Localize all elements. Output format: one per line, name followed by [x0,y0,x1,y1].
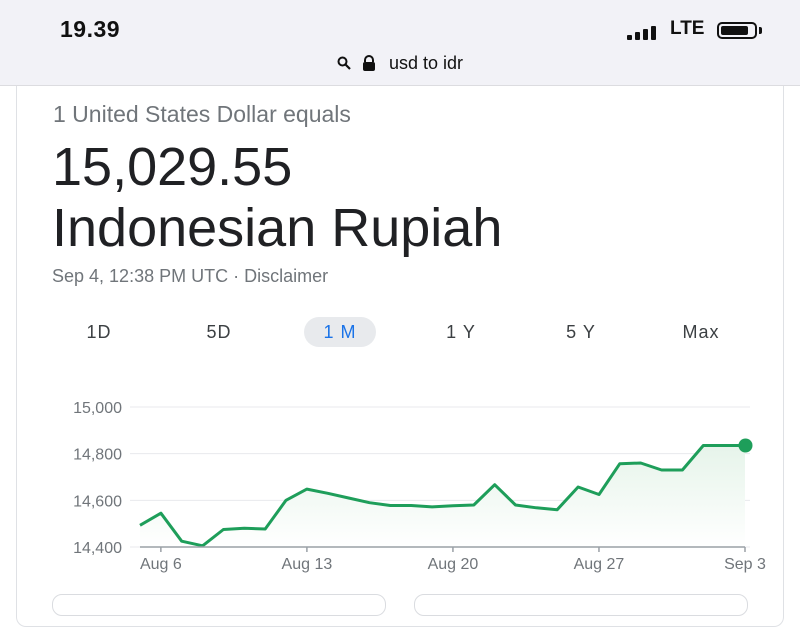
x-tick-label: Aug 13 [282,556,333,573]
y-tick-label: 14,600 [73,493,122,510]
address-query: usd to idr [388,52,464,73]
range-tab-1m[interactable]: 1 M [304,317,376,347]
address-bar[interactable]: usd to idr [0,52,800,78]
y-tick-label: 14,400 [73,540,122,557]
signal-bars-icon [627,24,663,40]
range-tab-max[interactable]: Max [682,322,720,342]
range-tab-5y[interactable]: 5 Y [566,322,596,342]
rate-line [139,444,745,548]
battery-tip [759,27,762,34]
separator-dot: · [233,266,240,286]
rate-timestamp-line: Sep 4, 12:38 PM UTC · Disclaimer [52,266,328,287]
range-tab-1d[interactable]: 1D [86,322,112,342]
rate-timestamp: Sep 4, 12:38 PM UTC [52,266,229,286]
rate-area [140,445,745,547]
search-icon [337,56,351,71]
y-tick-label: 15,000 [73,400,122,417]
x-tick-label: Aug 6 [140,556,182,573]
network-type: LTE [670,18,705,39]
disclaimer-link[interactable]: Disclaimer [244,266,329,286]
lock-icon [362,55,375,72]
range-tab-5d[interactable]: 5D [206,322,232,342]
x-tick-label: Aug 20 [428,556,479,573]
x-tick-label: Aug 27 [574,556,625,573]
status-time: 19.39 [60,16,121,42]
y-axis-labels: 14,400 14,600 14,800 15,000 [73,400,122,557]
range-tab-1y[interactable]: 1 Y [446,322,476,342]
status-bar: 19.39 LTE usd to idr [0,0,800,86]
x-axis-labels: Aug 6 Aug 13 Aug 20 Aug 27 Sep 3 [140,547,766,573]
conversion-from-text: 1 United States Dollar equals [53,101,351,127]
target-currency-name: Indonesian Rupiah [52,198,503,258]
x-tick-label: Sep 3 [724,556,766,573]
converted-amount: 15,029.55 [52,137,293,197]
bottom-button-left[interactable] [52,594,386,616]
y-tick-label: 14,800 [73,447,122,464]
latest-rate-marker[interactable] [738,438,753,453]
bottom-button-right[interactable] [414,594,748,616]
battery-icon [717,22,757,39]
